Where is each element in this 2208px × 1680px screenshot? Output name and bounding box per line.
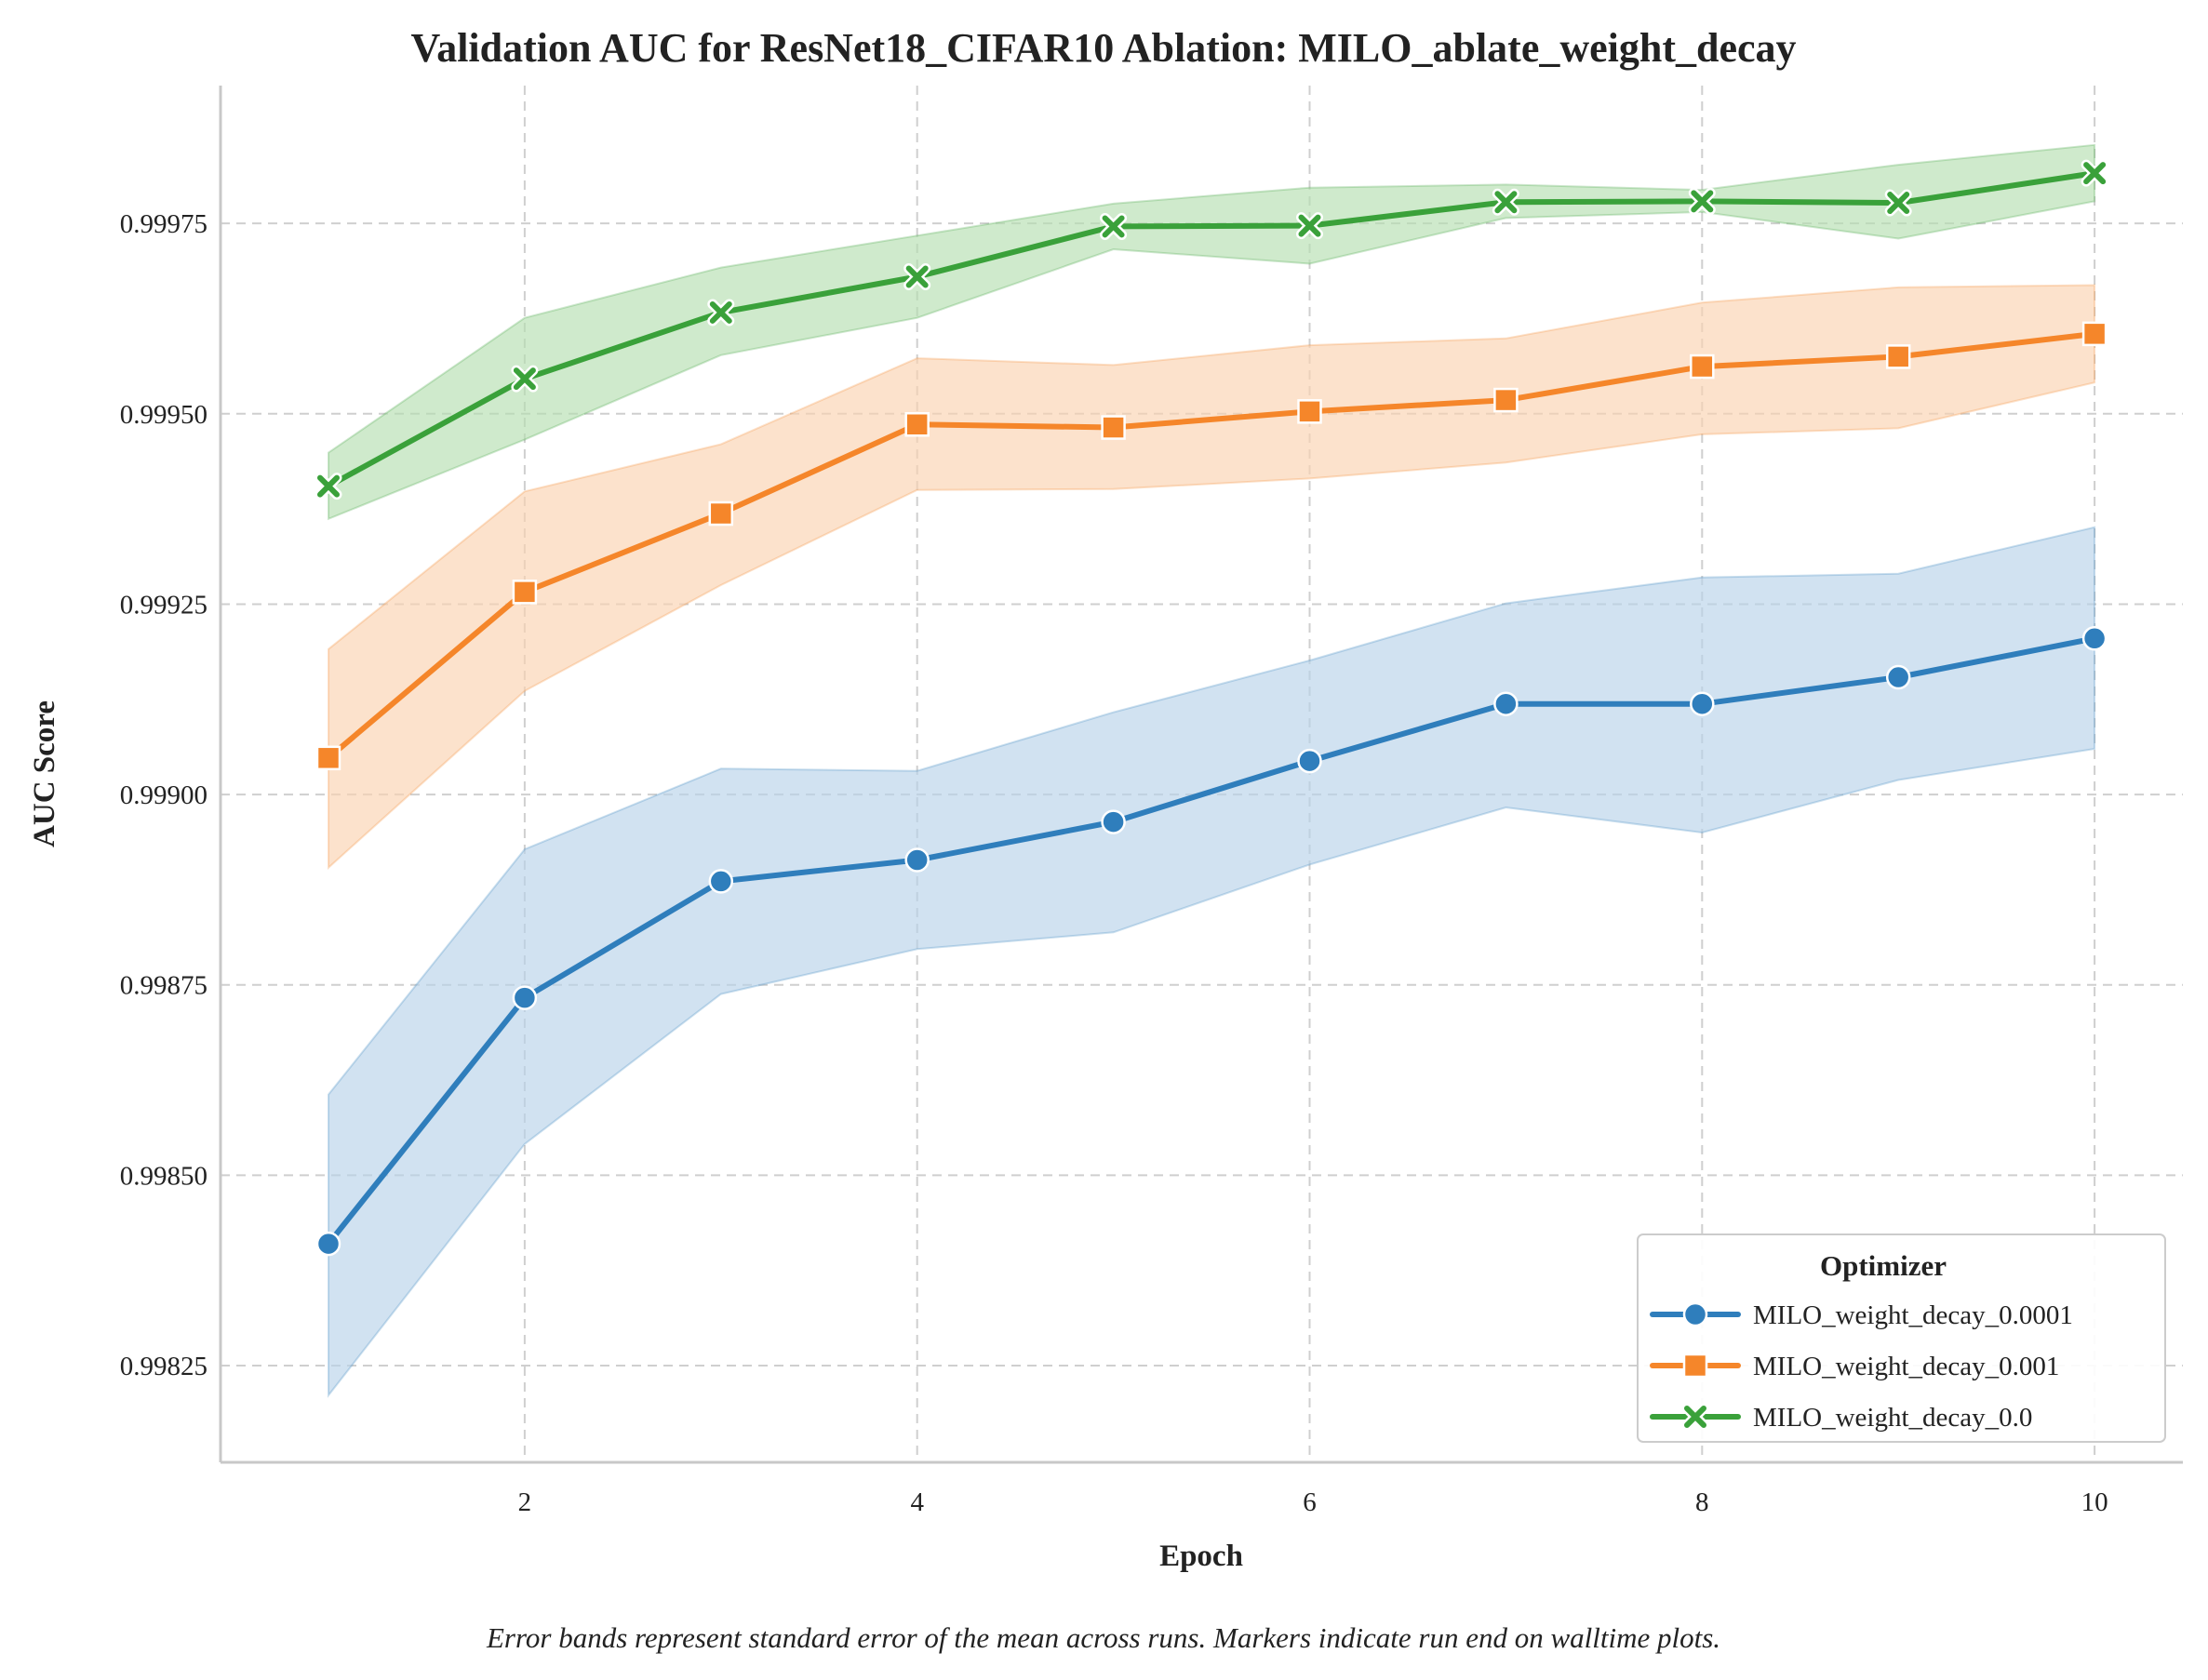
data-point — [511, 365, 539, 393]
error-band — [328, 284, 2096, 870]
y-tick-label: 0.99850 — [120, 1161, 207, 1191]
data-point — [315, 745, 341, 771]
series-line — [326, 330, 2098, 761]
data-point — [1492, 188, 1519, 216]
chart-caption: Error bands represent standard error of … — [486, 1621, 1720, 1654]
error-bands — [328, 143, 2096, 1398]
series-lines — [326, 170, 2098, 1247]
data-point — [1493, 387, 1519, 413]
x-axis-label: Epoch — [1159, 1540, 1243, 1573]
data-point — [1688, 187, 1716, 215]
y-tick-labels: 0.99825 0.99850 0.99875 0.99900 0.99925 0.999… — [120, 209, 207, 1381]
data-point — [1100, 212, 1128, 240]
x-tick-label: 2 — [518, 1487, 532, 1517]
x-tick-label: 6 — [1303, 1487, 1317, 1517]
y-axis-label: AUC Score — [28, 700, 61, 847]
data-point — [2081, 626, 2108, 651]
series-line — [326, 170, 2098, 489]
data-point — [708, 500, 734, 527]
legend-label: MILO_weight_decay_0.0001 — [1753, 1300, 2073, 1330]
error-band — [328, 143, 2096, 521]
data-point — [1295, 212, 1323, 240]
legend-label: MILO_weight_decay_0.001 — [1753, 1352, 2059, 1381]
data-point — [1297, 748, 1322, 774]
data-point — [1885, 664, 1911, 690]
legend-label: MILO_weight_decay_0.0 — [1753, 1403, 2032, 1433]
data-point — [708, 869, 734, 894]
data-point — [315, 1231, 341, 1257]
x-tick-labels: 2 4 6 8 10 — [518, 1487, 2108, 1517]
data-point — [1101, 415, 1126, 440]
y-tick-label: 0.99925 — [120, 590, 207, 620]
legend: Optimizer MILO_weight_decay_0.0001MILO_w… — [1637, 1233, 2166, 1443]
data-point — [2081, 159, 2108, 187]
error-band — [328, 526, 2096, 1398]
data-point — [904, 412, 930, 437]
data-point — [512, 985, 538, 1010]
data-point — [1101, 809, 1126, 834]
legend-box — [1637, 1233, 2166, 1443]
y-tick-label: 0.99950 — [120, 400, 207, 430]
legend-title: Optimizer — [1820, 1249, 1947, 1282]
data-point — [314, 473, 342, 500]
y-tick-label: 0.99875 — [120, 971, 207, 1001]
x-tick-label: 10 — [2081, 1487, 2108, 1517]
series-markers — [314, 159, 2108, 1257]
data-point — [904, 847, 930, 873]
data-point — [2081, 321, 2108, 347]
x-tick-label: 4 — [910, 1487, 924, 1517]
legend-marker — [1682, 1353, 1708, 1379]
data-point — [1493, 691, 1519, 716]
data-point — [903, 262, 931, 290]
legend-marker — [1682, 1301, 1708, 1327]
data-point — [1884, 189, 1912, 217]
x-tick-label: 8 — [1695, 1487, 1709, 1517]
data-point — [1297, 399, 1322, 424]
data-point — [1885, 344, 1911, 369]
data-point — [707, 299, 735, 327]
chart-title: Validation AUC for ResNet18_CIFAR10 Abla… — [410, 25, 1796, 71]
legend-marker — [1681, 1403, 1709, 1431]
data-point — [512, 580, 538, 605]
legend-entries: MILO_weight_decay_0.0001 MILO_weight_deca… — [1650, 1300, 2073, 1433]
y-tick-label: 0.99900 — [120, 780, 207, 810]
y-tick-label: 0.99825 — [120, 1352, 207, 1381]
series-line — [326, 635, 2098, 1247]
data-point — [1690, 691, 1715, 716]
data-point — [1690, 353, 1715, 380]
y-tick-label: 0.99975 — [120, 209, 207, 239]
